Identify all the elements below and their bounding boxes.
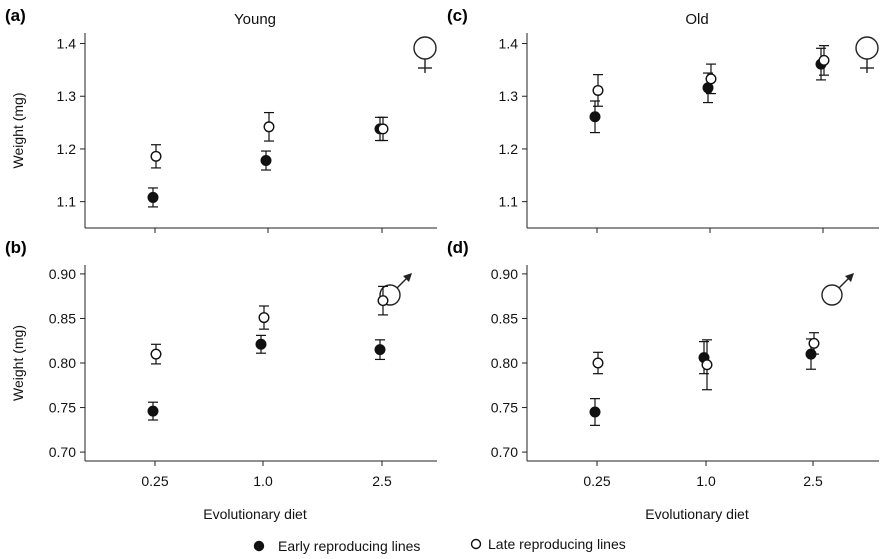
male-symbol-icon [821,284,843,306]
female-symbol-icon [855,36,879,60]
panel-letter: (d) [447,238,469,257]
legend-late-label: Late reproducing lines [488,536,626,552]
male-symbol-icon [379,284,401,306]
data-point-late [150,150,162,162]
data-point-early [260,155,272,167]
legend-early-label: Early reproducing lines [278,538,420,554]
panel-title: Old [685,11,708,28]
data-point-late [592,84,604,96]
legend-late-marker [470,538,482,550]
y-tick-label: 1.1 [57,194,77,210]
y-tick-label: 1.1 [499,194,519,210]
data-point-early [589,111,601,123]
y-tick-label: 1.4 [57,36,77,52]
y-tick-label: 1.4 [499,36,519,52]
male-symbol-arrow-head [845,273,854,282]
panel-letter: (a) [5,6,26,25]
legend: Early reproducing lines Late reproducing… [253,536,626,554]
data-point-late [705,73,717,85]
data-point-late [377,123,389,135]
x-tick-label: 0.25 [141,473,168,489]
x-tick-label: 2.5 [803,473,823,489]
panel-title: Young [234,11,276,28]
male-symbol-arrow-head [403,273,412,282]
y-tick-label: 1.3 [57,88,77,104]
y-tick-label: 0.70 [491,444,518,460]
data-point-early [255,338,267,350]
data-point-late [818,54,830,66]
data-point-late [150,348,162,360]
y-tick-label: 0.75 [49,400,76,416]
panel-letter: (b) [5,238,27,257]
y-tick-label: 0.85 [491,310,518,326]
x-tick-label: 1.0 [253,473,273,489]
y-tick-label: 0.90 [49,266,76,282]
data-point-late [377,295,389,307]
data-point-early [147,405,159,417]
y-tick-label: 0.90 [491,266,518,282]
panel-d: 0.70 0.75 0.80 0.85 0.90 0.25 1.0 2.5 Evolutiona… [447,238,879,522]
data-point-early [589,406,601,418]
y-tick-label: 0.85 [49,310,76,326]
y-axis-label: Weight (mg) [10,93,26,169]
x-axis-label: Evolutionary diet [203,506,307,522]
x-tick-label: 0.25 [583,473,610,489]
y-axis-label: Weight (mg) [10,325,26,401]
data-point-late [592,357,604,369]
x-axis-label: Evolutionary diet [645,506,749,522]
data-point-late [258,312,270,324]
data-point-late [263,121,275,133]
data-point-late [701,359,713,371]
x-tick-label: 2.5 [372,473,392,489]
y-tick-label: 0.80 [491,355,518,371]
panel-c: 1.1 1.2 1.3 1.4 (c) Old [447,6,879,233]
y-tick-label: 0.70 [49,444,76,460]
x-tick-label: 1.0 [696,473,716,489]
data-point-early [147,191,159,203]
y-tick-label: 0.75 [491,400,518,416]
y-tick-label: 1.2 [499,141,519,157]
legend-early-marker [253,540,265,552]
y-tick-label: 0.80 [49,355,76,371]
y-tick-label: 1.3 [499,88,519,104]
data-point-early [374,344,386,356]
panel-a: 1.1 1.2 1.3 1.4 Weight (mg) (a) Young [5,6,437,233]
female-symbol-icon [413,36,437,60]
panel-b: 0.70 0.75 0.80 0.85 0.90 0.25 1.0 2.5 Weight (mg… [5,238,437,522]
data-point-late [808,337,820,349]
y-tick-label: 1.2 [57,141,77,157]
panel-letter: (c) [447,6,468,25]
